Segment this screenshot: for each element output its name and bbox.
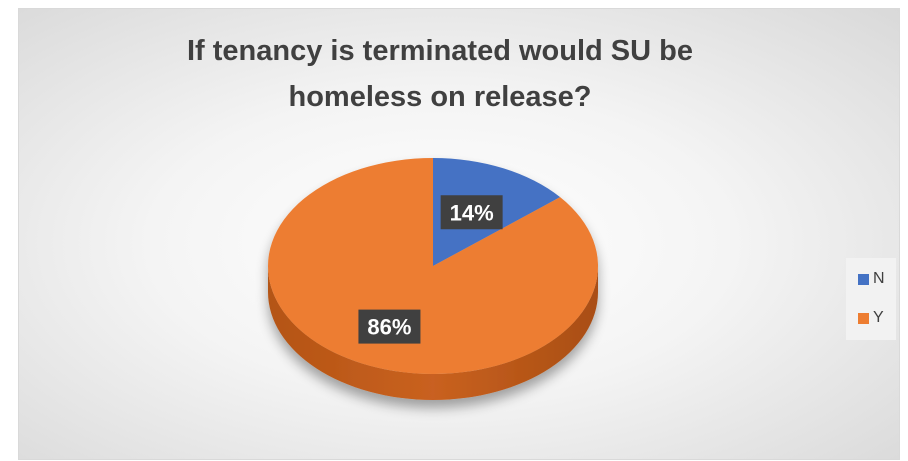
legend-item-y: Y (858, 308, 884, 328)
data-label-box-n (440, 195, 503, 230)
data-label-box-y (358, 309, 421, 344)
chart-title: If tenancy is terminated would SU be hom… (187, 35, 693, 113)
legend: N Y (846, 258, 896, 340)
legend-swatch-y (858, 312, 869, 324)
pie-slice-y (268, 157, 598, 374)
legend-label-y: Y (873, 309, 884, 326)
data-label-y: 86% (367, 315, 411, 340)
legend-item-n: N (858, 269, 885, 289)
pie-side-wall (268, 266, 598, 400)
data-label-n: 14% (450, 200, 494, 225)
legend-label-n: N (873, 270, 885, 287)
legend-swatch-n (858, 273, 869, 285)
